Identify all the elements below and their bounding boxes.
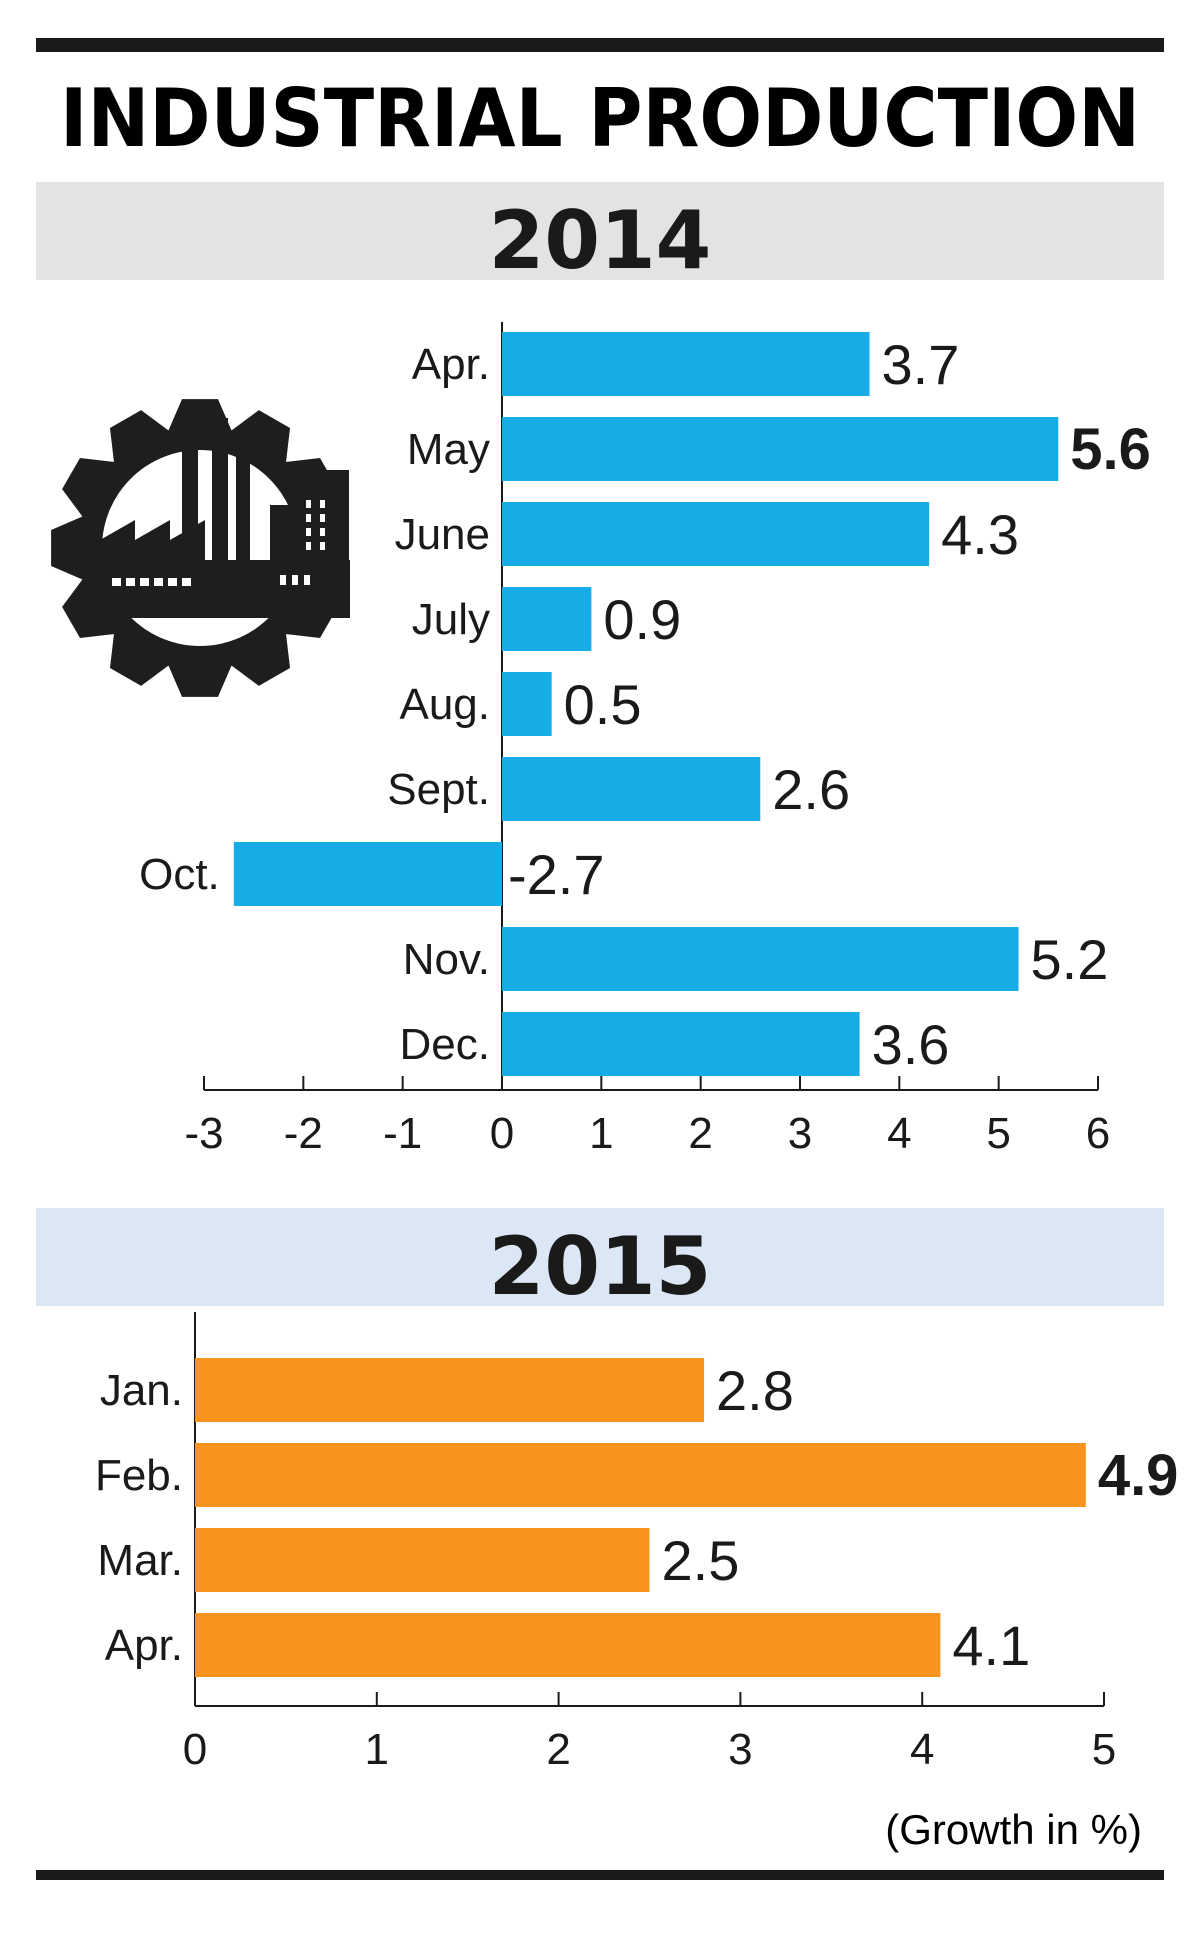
chart-2014-tick-label: 6 — [1086, 1109, 1110, 1158]
chart-2014-tick-label: 0 — [490, 1109, 514, 1158]
chart-2014-bar — [233, 842, 503, 906]
chart-2014-value-label: -2.7 — [508, 843, 605, 906]
chart-2015-tick-label: 4 — [910, 1725, 934, 1774]
chart-2014-value-label: 5.6 — [1070, 417, 1151, 482]
chart-2014-value-label: 0.9 — [603, 588, 681, 651]
gear-shape — [51, 399, 349, 697]
chart-2014-value-label: 0.5 — [564, 673, 642, 736]
chart-2014-tick-label: -2 — [284, 1109, 323, 1158]
chart-2014-category-label: Sept. — [387, 765, 490, 814]
chart-2014-bar — [502, 672, 552, 736]
chart-2015-tick-label: 5 — [1092, 1725, 1116, 1774]
chart-2014-tick-label: 5 — [986, 1109, 1010, 1158]
bar-chart-2015: 0 1 2 3 4 5 Jan. 2.8 Feb. 4.9 Mar. 2.5 Apr. 4.1 — [95, 1312, 1179, 1774]
chart-2014-tick-label: -3 — [184, 1109, 223, 1158]
chart-2014-bar — [502, 332, 870, 396]
chart-2014-category-label: July — [412, 595, 490, 644]
chart-2014-category-label: Nov. — [403, 935, 490, 984]
chart-2014-category-label: Oct. — [139, 850, 220, 899]
chart-2014-category-label: Dec. — [400, 1020, 490, 1069]
top-rule — [36, 38, 1164, 52]
chart-2014-value-label: 4.3 — [941, 503, 1019, 566]
chart-2015-bar — [195, 1358, 705, 1422]
chart-2015-value-label: 4.9 — [1098, 1443, 1179, 1508]
chart-2015-bar — [195, 1613, 941, 1677]
axis-unit-note: (Growth in %) — [885, 1806, 1142, 1853]
chart-2015-tick-label: 0 — [183, 1725, 207, 1774]
chart-2014-tick-label: 3 — [788, 1109, 812, 1158]
chart-2015-tick-label: 1 — [365, 1725, 389, 1774]
bar-chart-2014: -3 -2 -1 0 1 2 3 4 5 6 Apr. 3.7 May 5.6 June 4.3 July 0.9… — [139, 322, 1151, 1158]
chart-2014-category-label: Apr. — [412, 340, 490, 389]
chart-2014-value-label: 5.2 — [1031, 928, 1109, 991]
chart-2014-tick-label: -1 — [383, 1109, 422, 1158]
chart-2014-value-label: 3.7 — [882, 333, 960, 396]
chart-2014-bar — [502, 757, 761, 821]
chart-2014-value-label: 2.6 — [772, 758, 850, 821]
chart-2014-bar — [502, 417, 1059, 481]
chart-2014-category-label: June — [395, 510, 490, 559]
chart-2015-category-label: Apr. — [105, 1621, 183, 1670]
chart-2014-bar — [502, 502, 930, 566]
section-title-2015: 2015 — [489, 1220, 712, 1313]
factory-gear-icon — [51, 399, 350, 697]
section-band-2015 — [36, 1208, 1164, 1306]
page-title: INDUSTRIAL PRODUCTION — [60, 72, 1140, 165]
section-title-2014: 2014 — [489, 194, 712, 287]
chart-2015-tick-label: 3 — [728, 1725, 752, 1774]
chart-2015-value-label: 2.8 — [716, 1359, 794, 1422]
bottom-rule — [36, 1870, 1164, 1880]
chart-2015-category-label: Jan. — [100, 1366, 183, 1415]
chart-2014-tick-label: 1 — [589, 1109, 613, 1158]
chart-2014-bar — [502, 927, 1019, 991]
chart-2014-category-label: Aug. — [399, 680, 490, 729]
chart-2014-bar — [502, 587, 592, 651]
chart-2014-tick-label: 2 — [688, 1109, 712, 1158]
section-band-2014 — [36, 182, 1164, 280]
chart-2014-value-label: 3.6 — [872, 1013, 950, 1076]
chart-2015-bar — [195, 1528, 650, 1592]
chart-2014-category-label: May — [407, 425, 490, 474]
chart-2015-tick-label: 2 — [546, 1725, 570, 1774]
factory-windows — [112, 500, 325, 586]
chart-2015-value-label: 2.5 — [662, 1529, 740, 1592]
chart-2015-value-label: 4.1 — [952, 1614, 1030, 1677]
chart-2015-bar — [195, 1443, 1086, 1507]
chart-2015-category-label: Feb. — [95, 1451, 183, 1500]
chart-2014-bar — [502, 1012, 860, 1076]
factory-shape — [100, 418, 350, 618]
chart-2015-category-label: Mar. — [97, 1536, 183, 1585]
chart-2014-tick-label: 4 — [887, 1109, 911, 1158]
